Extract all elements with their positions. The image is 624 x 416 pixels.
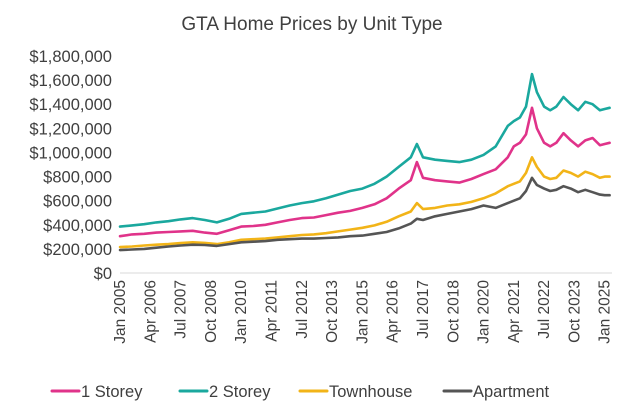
x-tick-label: Oct 2023: [566, 280, 583, 343]
series-line-2-storey: [118, 72, 611, 228]
x-tick-label: Oct 2018: [445, 280, 462, 343]
x-tick-label: Jul 2017: [415, 280, 432, 339]
chart-title: GTA Home Prices by Unit Type: [181, 14, 442, 35]
x-tick-label: Jul 2007: [173, 280, 190, 339]
legend-label: Townhouse: [329, 383, 412, 401]
legend-label: 2 Storey: [209, 383, 271, 401]
y-tick-label: $1,200,000: [29, 120, 112, 138]
legend: 1 Storey 2 Storey Townhouse Apartment: [50, 383, 550, 401]
x-tick-label: Jan 2010: [233, 280, 250, 344]
legend-item-2-storey: 2 Storey: [178, 383, 271, 401]
x-tick-label: Jan 2020: [476, 280, 493, 344]
series-line-apartment: [118, 176, 611, 252]
series-layer: [118, 72, 611, 252]
x-tick-label: Apr 2016: [385, 280, 402, 343]
x-tick-label: Jan 2025: [597, 280, 614, 344]
y-tick-label: $1,800,000: [29, 48, 112, 66]
legend-item-apartment: Apartment: [442, 383, 550, 401]
x-tick-label: Apr 2021: [506, 280, 523, 343]
x-tick-label: Oct 2013: [324, 280, 341, 343]
legend-label: 1 Storey: [81, 383, 143, 401]
y-tick-label: $1,400,000: [29, 96, 112, 114]
x-tick-label: Jan 2015: [354, 280, 371, 344]
y-tick-label: $200,000: [43, 241, 112, 259]
x-tick-label: Jul 2022: [536, 280, 553, 339]
legend-item-townhouse: Townhouse: [298, 383, 412, 401]
x-axis: Jan 2005 Apr 2006 Jul 2007 Oct 2008 Jan 2010…: [112, 272, 614, 344]
y-tick-label: $600,000: [43, 193, 112, 211]
y-axis: $0 $200,000 $400,000 $600,000 $800,000 $1,000…: [29, 48, 112, 283]
legend-item-1-storey: 1 Storey: [50, 383, 143, 401]
x-tick-label: Apr 2011: [263, 280, 280, 342]
legend-label: Apartment: [473, 383, 550, 401]
y-tick-label: $1,000,000: [29, 144, 112, 162]
y-tick-label: $1,600,000: [29, 72, 112, 90]
x-tick-label: Jul 2012: [294, 280, 311, 339]
series-line-townhouse: [118, 156, 611, 249]
x-tick-label: Apr 2006: [142, 280, 159, 343]
y-tick-label: $800,000: [43, 169, 112, 187]
x-tick-label: Jan 2005: [112, 280, 129, 344]
y-tick-label: $400,000: [43, 217, 112, 235]
y-tick-label: $0: [94, 265, 112, 283]
series-line-1-storey: [118, 106, 611, 238]
x-tick-label: Oct 2008: [203, 280, 220, 343]
